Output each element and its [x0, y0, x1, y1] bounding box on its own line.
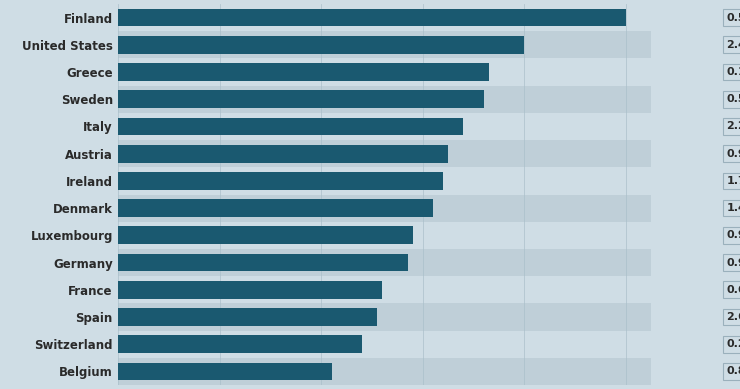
- Bar: [118, 90, 484, 108]
- Bar: [118, 31, 651, 58]
- Bar: [118, 249, 651, 276]
- Bar: [118, 86, 651, 113]
- Bar: [118, 4, 651, 31]
- Bar: [118, 335, 362, 353]
- Text: 0.5: 0.5: [727, 12, 740, 23]
- Text: 2.6: 2.6: [727, 312, 740, 322]
- Text: 2.4: 2.4: [727, 40, 740, 50]
- Bar: [118, 167, 651, 194]
- Bar: [118, 113, 651, 140]
- Bar: [118, 117, 463, 135]
- Bar: [118, 194, 651, 222]
- Bar: [118, 254, 408, 272]
- Text: 0.9: 0.9: [727, 149, 740, 159]
- Bar: [118, 303, 651, 331]
- Text: 1.4: 1.4: [727, 203, 740, 213]
- Bar: [118, 226, 413, 244]
- Text: 0.5: 0.5: [727, 94, 740, 104]
- Bar: [118, 331, 651, 358]
- Bar: [118, 36, 525, 54]
- Bar: [118, 58, 651, 86]
- Text: 0.9: 0.9: [727, 230, 740, 240]
- Bar: [118, 199, 433, 217]
- Bar: [118, 140, 651, 167]
- Bar: [118, 363, 332, 380]
- Text: 0.8: 0.8: [727, 366, 740, 377]
- Bar: [118, 358, 651, 385]
- Bar: [118, 308, 377, 326]
- Bar: [118, 63, 489, 81]
- Bar: [118, 222, 651, 249]
- Text: 1.7: 1.7: [727, 176, 740, 186]
- Text: 0.6: 0.6: [727, 285, 740, 295]
- Bar: [118, 9, 626, 26]
- Text: 0.2: 0.2: [727, 339, 740, 349]
- Text: 2.2: 2.2: [727, 121, 740, 131]
- Text: 0.1: 0.1: [727, 67, 740, 77]
- Bar: [118, 276, 651, 303]
- Text: 0.9: 0.9: [727, 258, 740, 268]
- Bar: [118, 281, 383, 299]
- Bar: [118, 145, 448, 163]
- Bar: [118, 172, 443, 190]
